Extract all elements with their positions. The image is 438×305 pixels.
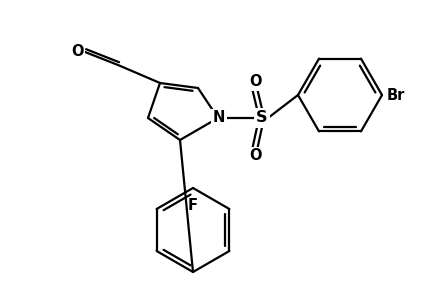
Text: O: O xyxy=(249,74,261,89)
Text: F: F xyxy=(188,198,198,213)
Text: Br: Br xyxy=(387,88,406,102)
Text: S: S xyxy=(256,110,268,125)
Text: O: O xyxy=(249,149,261,163)
Text: N: N xyxy=(213,110,225,125)
Text: O: O xyxy=(71,45,83,59)
